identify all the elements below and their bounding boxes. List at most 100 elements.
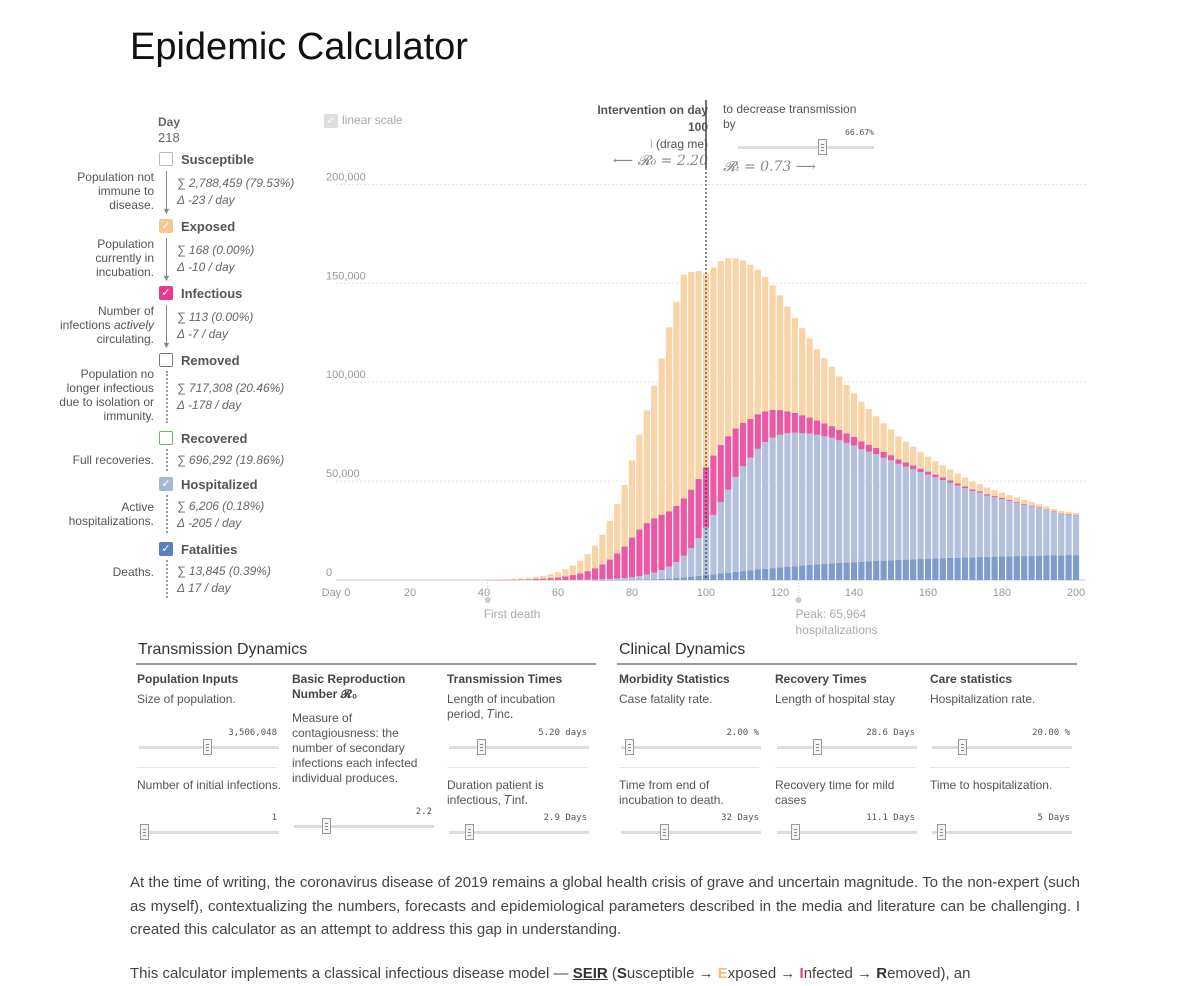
recovered-checkbox[interactable] xyxy=(159,431,173,445)
infectious-bar xyxy=(873,447,880,455)
fatality-rate-slider-thumb[interactable] xyxy=(625,739,634,755)
hospitalized-checkbox[interactable]: ✓ xyxy=(159,477,173,491)
hospitalized-bar xyxy=(1050,511,1057,556)
fatalities-bar xyxy=(998,556,1006,580)
hospitalized-bar xyxy=(710,514,717,575)
fatalities-checkbox[interactable]: ✓ xyxy=(159,542,173,556)
removed-checkbox[interactable] xyxy=(159,353,173,367)
mild-recovery-slider-track[interactable] xyxy=(777,831,917,834)
fatalities-bar xyxy=(1043,555,1050,580)
infectious-bar xyxy=(688,489,695,548)
seir-link[interactable]: SEIR xyxy=(572,965,608,982)
initial-infections-slider-track[interactable] xyxy=(139,831,279,834)
hospitalization-rate-slider-track[interactable] xyxy=(932,746,1072,749)
susceptible-description: Population not immune to disease. xyxy=(77,170,154,212)
infectious-duration-slider-thumb[interactable] xyxy=(465,824,474,840)
susceptible-checkbox[interactable] xyxy=(159,152,173,166)
y-tick-label: 0 xyxy=(326,567,332,579)
hospitalized-bar xyxy=(1006,500,1013,557)
fatalities-bar xyxy=(961,557,969,580)
exposed-bar xyxy=(488,579,495,581)
hospitalized-bar xyxy=(984,495,991,557)
peak-sub-label: hospitalizations xyxy=(796,623,878,637)
x-tick-label: 80 xyxy=(626,587,638,599)
hospital-stay-slider-thumb[interactable] xyxy=(813,739,822,755)
exposed-bar xyxy=(843,384,850,434)
hospitalized-bar xyxy=(665,566,673,579)
exposed-bar xyxy=(614,503,621,554)
arrow-down-icon: ▼ xyxy=(162,206,171,216)
linear-scale-toggle[interactable]: ✓ linear scale xyxy=(324,113,403,128)
fatalities-bar xyxy=(739,571,747,580)
hospitalization-rate-slider-thumb[interactable] xyxy=(958,739,967,755)
incubation-value: 5.20 days xyxy=(538,728,587,738)
exposed-bar xyxy=(998,492,1006,499)
infectious-bar xyxy=(599,564,606,580)
infectious-bar xyxy=(828,426,835,438)
fatalities-bar xyxy=(791,566,798,580)
hospitalized-bar xyxy=(732,476,739,572)
fatalities-bar xyxy=(880,560,887,580)
infectious-duration-slider-track[interactable] xyxy=(449,831,589,834)
incubation-slider-track[interactable] xyxy=(449,746,589,749)
exposed-bar xyxy=(680,274,687,499)
infectious-bar xyxy=(762,411,769,443)
infectious-bar xyxy=(961,486,969,489)
hospitalized-bar xyxy=(865,451,872,562)
fatalities-bar xyxy=(984,556,991,580)
infectious-label: Infectious xyxy=(181,286,243,301)
by-label: by xyxy=(723,117,736,131)
r0-slider-thumb[interactable] xyxy=(322,818,331,834)
recovered-dotted-line xyxy=(166,449,168,471)
mild-recovery-slider-thumb[interactable] xyxy=(791,824,800,840)
fatality-rate-slider-track[interactable] xyxy=(621,746,761,749)
initial-infections-slider-thumb[interactable] xyxy=(140,824,149,840)
time-to-death-slider-thumb[interactable] xyxy=(660,824,669,840)
fatalities-bar xyxy=(725,572,732,580)
infectious-bar xyxy=(591,568,599,580)
fatalities-bar xyxy=(776,567,784,580)
x-tick-label: 60 xyxy=(552,587,564,599)
x-tick-label: 100 xyxy=(697,587,715,599)
population-size-value: 3,506,048 xyxy=(228,728,277,738)
exposed-bar xyxy=(725,258,732,437)
exposed-bar xyxy=(813,349,821,421)
infectious-bar xyxy=(1021,503,1028,505)
exposed-bar xyxy=(599,534,606,565)
fatalities-bar xyxy=(947,557,954,580)
time-to-hospitalization-slider-thumb[interactable] xyxy=(937,824,946,840)
exposed-checkbox[interactable]: ✓ xyxy=(159,219,173,233)
infectious-checkbox[interactable]: ✓ xyxy=(159,286,173,300)
infectious-bar xyxy=(569,575,576,580)
exposed-bar xyxy=(1028,502,1035,506)
exposed-bar xyxy=(784,306,791,412)
hospital-stay-slider-track[interactable] xyxy=(777,746,917,749)
time-to-death-slider-track[interactable] xyxy=(621,831,761,834)
exposed-bar xyxy=(939,465,946,478)
infectious-bar xyxy=(747,418,754,458)
exposed-bar xyxy=(643,410,650,524)
infectious-bar xyxy=(606,559,613,579)
infectious-bar xyxy=(939,477,946,481)
fatalities-bar xyxy=(843,562,850,580)
time-to-hospitalization-label: Time to hospitalization. xyxy=(930,778,1053,792)
infectious-bar xyxy=(969,489,976,491)
decrease-slider-thumb[interactable] xyxy=(818,139,827,155)
hospitalized-bar xyxy=(628,577,636,580)
hospitalized-description: Active hospitalizations. xyxy=(68,500,154,528)
exposed-bar xyxy=(754,269,761,415)
fatalities-bar xyxy=(910,559,917,580)
incubation-slider-thumb[interactable] xyxy=(477,739,486,755)
r0-slider-track[interactable] xyxy=(294,825,434,828)
decrease-slider-track[interactable] xyxy=(738,146,874,149)
population-slider-thumb[interactable] xyxy=(203,739,212,755)
hospitalized-bar xyxy=(1021,504,1028,557)
hospitalized-bar xyxy=(621,578,628,580)
infectious-bar xyxy=(495,579,502,581)
hospitalized-bar xyxy=(917,471,924,560)
exposed-bar xyxy=(621,485,628,547)
fatalities-bar xyxy=(628,579,636,581)
fatalities-bar xyxy=(1035,555,1043,580)
time-to-hospitalization-slider-track[interactable] xyxy=(932,831,1072,834)
fatalities-bar xyxy=(680,577,687,580)
